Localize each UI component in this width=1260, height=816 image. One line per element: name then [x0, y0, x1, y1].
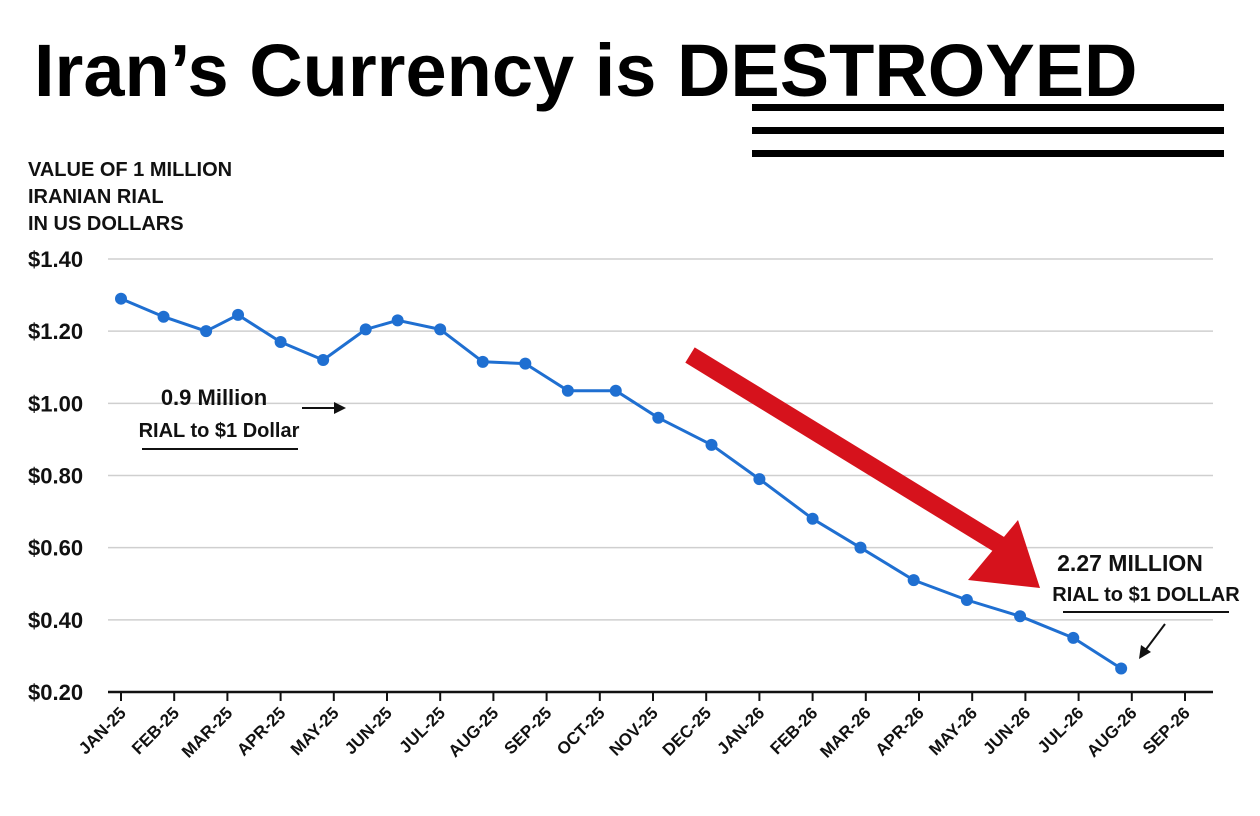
- data-point: [232, 308, 245, 321]
- y-tick-label: $0.20: [28, 680, 83, 705]
- gridlines: [108, 258, 1213, 621]
- title-underline-1: [752, 104, 1224, 111]
- x-tick-label: MAR-25: [178, 703, 236, 761]
- data-point: [274, 335, 287, 348]
- trend-arrow: [685, 347, 1040, 588]
- x-tick-label: JUL-26: [1034, 703, 1088, 757]
- series-line: [120, 297, 1123, 670]
- annotation-start-arrow: [302, 402, 346, 414]
- title-underline-2: [752, 127, 1224, 134]
- y-axis-label-line-1: VALUE OF 1 MILLION: [28, 159, 232, 181]
- x-tick-label: JUN-25: [341, 703, 396, 758]
- annotation-end-line-2: RIAL to $1 DOLLAR: [1052, 584, 1240, 606]
- x-tick-label: JUN-26: [979, 703, 1034, 758]
- data-point: [806, 512, 819, 525]
- data-point: [317, 354, 330, 367]
- y-tick-label: $1.00: [28, 391, 83, 416]
- trend-arrow-shaft: [685, 347, 1005, 553]
- x-tick-label: SEP-25: [501, 703, 556, 758]
- data-point: [434, 323, 447, 336]
- data-point: [476, 355, 489, 368]
- data-point: [359, 323, 372, 336]
- annotation-end-arrow: [1139, 623, 1166, 659]
- y-axis-label-line-2: IRANIAN RIAL: [28, 186, 163, 208]
- data-point: [561, 384, 574, 397]
- x-tick-label: NOV-25: [606, 703, 662, 759]
- x-tick-label: APR-25: [233, 703, 289, 759]
- data-point: [960, 593, 973, 606]
- data-point: [115, 292, 127, 305]
- y-tick-label: $1.20: [28, 319, 83, 344]
- x-tick-label: DEC-25: [659, 703, 715, 759]
- x-tick-label: MAR-26: [816, 703, 874, 761]
- x-tick-label: FEB-26: [767, 703, 822, 758]
- data-point: [1115, 662, 1128, 675]
- annotation-start-line-2: RIAL to $1 Dollar: [139, 420, 300, 442]
- data-point: [1014, 610, 1027, 623]
- y-axis-label-line-3: IN US DOLLARS: [28, 213, 184, 235]
- series-path: [120, 297, 1123, 670]
- title-emphasis: DESTROYED: [677, 29, 1138, 112]
- axes: [108, 690, 1213, 701]
- x-tick-label: SEP-26: [1139, 703, 1194, 758]
- title-underlines: [752, 104, 1224, 157]
- data-point: [157, 310, 170, 323]
- y-tick-label: $1.40: [28, 247, 83, 272]
- x-tick-label: JUL-25: [396, 703, 450, 757]
- annotation-start-line-1: 0.9 Million: [161, 385, 267, 410]
- x-tick-label: FEB-25: [128, 703, 183, 758]
- y-tick-label: $0.80: [28, 464, 83, 489]
- y-tick-label: $0.60: [28, 536, 83, 561]
- annotation-end-line-1: 2.27 MILLION: [1057, 550, 1203, 576]
- data-point: [907, 574, 920, 587]
- y-axis-label: VALUE OF 1 MILLION IRANIAN RIAL IN US DO…: [28, 159, 238, 235]
- x-tick-label: JAN-25: [75, 703, 130, 758]
- data-point: [1067, 631, 1080, 644]
- title-prefix: Iran’s Currency is: [34, 29, 677, 112]
- data-point: [753, 473, 766, 486]
- data-point: [854, 541, 867, 554]
- x-tick-label: APR-26: [872, 703, 928, 759]
- chart-title: Iran’s Currency is DESTROYED: [34, 29, 1138, 112]
- x-tick-label: MAY-26: [925, 703, 981, 759]
- data-point: [200, 325, 213, 338]
- data-point: [519, 357, 532, 370]
- annotation-end: 2.27 MILLION RIAL to $1 DOLLAR: [1052, 550, 1240, 659]
- y-tick-label: $0.40: [28, 608, 83, 633]
- x-tick-label: AUG-26: [1083, 703, 1141, 761]
- annotation-start: 0.9 Million RIAL to $1 Dollar: [139, 385, 346, 450]
- y-tick-labels: $0.20 $0.40 $0.60 $0.80 $1.00 $1.20 $1.40: [28, 247, 83, 705]
- data-point: [652, 411, 665, 424]
- x-tick-label: OCT-25: [553, 703, 609, 759]
- x-tick-label: AUG-25: [445, 703, 503, 761]
- x-tick-label: JAN-26: [713, 703, 768, 758]
- title-underline-3: [752, 150, 1224, 157]
- trend-arrow-head: [968, 520, 1040, 588]
- series-markers: [115, 292, 1128, 675]
- x-tick-label: MAY-25: [287, 703, 343, 759]
- data-point: [705, 438, 718, 451]
- data-point: [609, 384, 622, 397]
- data-point: [391, 314, 404, 327]
